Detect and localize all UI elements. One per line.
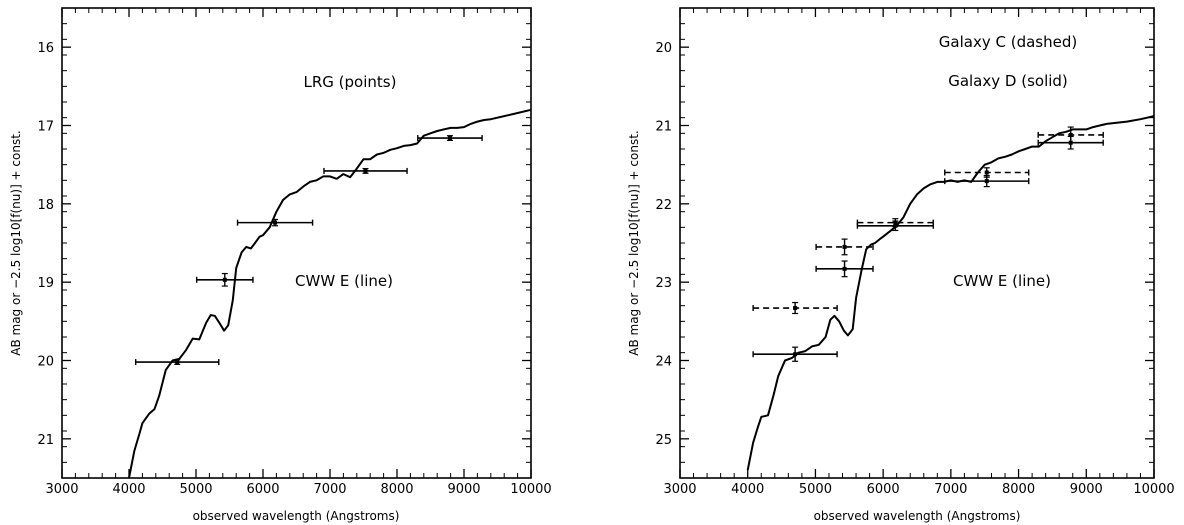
cww-e-line xyxy=(128,108,532,479)
galaxy-d-point xyxy=(752,346,838,362)
galaxy-c-point xyxy=(944,167,1030,178)
x-tick-label: 7000 xyxy=(313,482,346,497)
lrg-marker xyxy=(363,168,368,173)
galaxy-d-point xyxy=(856,220,934,232)
left-panel: 3000 4000 5000 6000 7000 8000 9000 10000 16 17 18 1… xyxy=(9,7,552,523)
lrg-marker xyxy=(222,277,227,282)
galaxy-c-marker xyxy=(793,306,798,311)
annotation-cww-e-line: CWW E (line) xyxy=(295,272,393,290)
galaxy-c-point xyxy=(752,301,838,315)
lrg-marker xyxy=(273,220,278,225)
y-tick-label: 18 xyxy=(37,198,54,213)
y-tick-label: 23 xyxy=(655,276,672,291)
galaxy-d-marker xyxy=(893,223,898,228)
y-tick-label: 24 xyxy=(655,355,672,370)
lrg-marker xyxy=(447,136,452,141)
y-tick-label: 17 xyxy=(37,120,54,135)
axis-ticks xyxy=(61,7,532,479)
y-tick-label: 25 xyxy=(655,433,672,448)
axis-labels: 3000 4000 5000 6000 7000 8000 9000 10000 16 17 18 1… xyxy=(37,41,551,497)
x-axis-label: observed wavelength (Angstroms) xyxy=(814,509,1021,523)
y-axis-label: AB mag or −2.5 log10[f(nu)] + const. xyxy=(9,130,23,356)
annotation-galaxy-c-dashed: Galaxy C (dashed) xyxy=(939,33,1077,51)
x-tick-label: 10000 xyxy=(510,482,551,497)
x-tick-label: 9000 xyxy=(1070,482,1103,497)
lrg-point xyxy=(323,167,408,174)
plot-frame xyxy=(61,7,532,479)
galaxy-c-marker xyxy=(1068,132,1073,137)
x-tick-label: 6000 xyxy=(246,482,279,497)
lrg-point xyxy=(195,272,254,287)
y-tick-label: 16 xyxy=(37,41,54,56)
galaxy-d-point xyxy=(944,175,1030,188)
x-tick-label: 10000 xyxy=(1133,482,1174,497)
y-tick-label: 21 xyxy=(37,433,54,448)
x-tick-label: 6000 xyxy=(867,482,900,497)
galaxy-c-marker xyxy=(842,244,847,249)
series-layer xyxy=(128,108,532,479)
lrg-point xyxy=(236,218,314,227)
galaxy-d-marker xyxy=(793,352,798,357)
cww-e-line xyxy=(746,115,1155,471)
plot-frame xyxy=(679,7,1155,479)
lrg-point xyxy=(134,359,220,366)
y-tick-label: 19 xyxy=(37,276,54,291)
x-tick-label: 7000 xyxy=(934,482,967,497)
annotation-lrg-points: LRG (points) xyxy=(304,73,397,91)
x-tick-label: 4000 xyxy=(731,482,764,497)
galaxy-d-point xyxy=(1037,135,1104,150)
galaxy-d-point xyxy=(815,260,874,278)
galaxy-c-point xyxy=(815,238,874,256)
x-tick-label: 9000 xyxy=(447,482,480,497)
annotation-galaxy-d-solid: Galaxy D (solid) xyxy=(948,72,1068,90)
y-tick-label: 20 xyxy=(655,41,672,56)
y-tick-label: 22 xyxy=(655,198,672,213)
x-tick-label: 3000 xyxy=(663,482,696,497)
lrg-marker xyxy=(175,360,180,365)
series-layer xyxy=(746,115,1155,471)
axis-ticks xyxy=(679,7,1155,479)
x-tick-label: 3000 xyxy=(45,482,78,497)
x-tick-label: 5000 xyxy=(179,482,212,497)
galaxy-d-marker xyxy=(984,179,989,184)
lrg-point xyxy=(417,135,483,142)
galaxy-c-marker xyxy=(984,170,989,175)
x-axis-label: observed wavelength (Angstroms) xyxy=(193,509,400,523)
y-tick-label: 20 xyxy=(37,355,54,370)
x-tick-label: 8000 xyxy=(380,482,413,497)
right-panel: 3000 4000 5000 6000 7000 8000 9000 10000 20 21 22 2… xyxy=(627,7,1175,523)
x-tick-label: 8000 xyxy=(1002,482,1035,497)
y-tick-label: 21 xyxy=(655,120,672,135)
y-axis-label: AB mag or −2.5 log10[f(nu)] + const. xyxy=(627,130,641,356)
x-tick-label: 4000 xyxy=(112,482,145,497)
axis-labels: 3000 4000 5000 6000 7000 8000 9000 10000 20 21 22 2… xyxy=(655,41,1174,497)
annotation-cww-e-line: CWW E (line) xyxy=(953,272,1051,290)
galaxy-d-marker xyxy=(842,266,847,271)
galaxy-d-marker xyxy=(1068,140,1073,145)
x-tick-label: 5000 xyxy=(799,482,832,497)
